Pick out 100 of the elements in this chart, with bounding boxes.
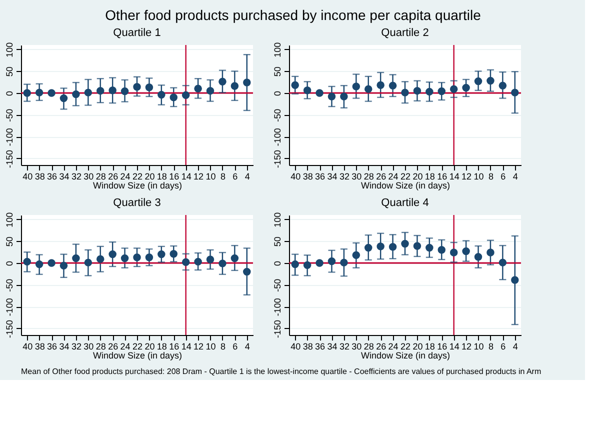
- x-tick-label: 40: [290, 342, 301, 352]
- y-tick-label: 0: [272, 260, 282, 266]
- x-tick-label: 38: [34, 342, 45, 352]
- x-tick-label: 38: [302, 342, 313, 352]
- y-tick-label: 50: [4, 236, 14, 247]
- x-tick-label: 12: [462, 172, 472, 182]
- x-tick-label: 18: [156, 172, 167, 182]
- x-tick-label: 6: [232, 172, 238, 182]
- chart-title: Quartile 4: [381, 196, 429, 209]
- x-tick-label: 36: [47, 172, 58, 182]
- x-tick-label: 22: [132, 172, 143, 182]
- x-tick-label: 28: [96, 172, 106, 182]
- x-tick-label: 20: [144, 172, 155, 182]
- x-tick-label: 38: [302, 172, 313, 182]
- y-tick-label: -100: [272, 128, 282, 146]
- x-tick-label: 14: [449, 342, 460, 352]
- chart-title: Quartile 3: [113, 196, 161, 209]
- x-tick-label: 4: [244, 172, 250, 182]
- x-tick-label: 20: [144, 342, 155, 352]
- y-tick-label: -150: [272, 320, 282, 338]
- x-tick-label: 32: [71, 172, 82, 182]
- y-tick-label: -50: [4, 108, 14, 122]
- x-tick-label: 22: [400, 172, 411, 182]
- y-tick-label: -100: [272, 298, 282, 316]
- x-tick-label: 30: [84, 172, 94, 182]
- x-tick-label: 8: [488, 172, 494, 182]
- x-tick-label: 12: [194, 172, 204, 182]
- x-tick-label: 40: [22, 342, 33, 352]
- x-tick-label: 18: [156, 342, 167, 352]
- y-tick-label: 100: [272, 42, 282, 58]
- x-tick-label: 10: [474, 172, 484, 182]
- y-tick-label: -100: [4, 128, 14, 146]
- x-tick-label: 16: [169, 342, 180, 352]
- y-tick-label: 50: [272, 236, 282, 247]
- y-tick-label: 100: [4, 42, 14, 58]
- x-tick-label: 6: [500, 172, 506, 182]
- x-tick-label: 14: [181, 172, 192, 182]
- x-tick-label: 28: [96, 342, 106, 352]
- x-tick-label: 32: [339, 342, 350, 352]
- x-tick-label: 12: [194, 342, 204, 352]
- x-tick-label: 8: [220, 342, 226, 352]
- x-tick-label: 18: [424, 342, 435, 352]
- y-tick-label: -150: [4, 150, 14, 168]
- x-tick-label: 26: [108, 172, 118, 182]
- x-tick-label: 28: [364, 342, 374, 352]
- y-tick-label: -100: [4, 298, 14, 316]
- y-tick-label: -50: [272, 108, 282, 122]
- x-tick-label: 10: [206, 172, 216, 182]
- y-tick-label: 0: [4, 260, 14, 266]
- x-tick-label: 10: [474, 342, 484, 352]
- x-tick-label: 6: [232, 342, 238, 352]
- x-tick-label: 22: [132, 342, 143, 352]
- x-tick-label: 40: [22, 172, 33, 182]
- x-tick-label: 18: [424, 172, 435, 182]
- x-tick-label: 14: [449, 172, 460, 182]
- x-tick-label: 8: [220, 172, 226, 182]
- x-tick-label: 24: [120, 342, 130, 352]
- x-tick-label: 8: [488, 342, 494, 352]
- x-tick-label: 10: [206, 342, 216, 352]
- x-tick-label: 34: [59, 172, 70, 182]
- y-tick-label: -150: [272, 150, 282, 168]
- x-axis-title: Window Size (in days): [360, 350, 450, 360]
- y-tick-label: 100: [272, 212, 282, 228]
- x-tick-label: 4: [244, 342, 250, 352]
- text: Mean of Other food products purchased: 208 Dram - Quartile 1 is the lowest-income quartile - Coefficients are values of purchased products in Arm: [21, 367, 542, 376]
- x-tick-label: 30: [84, 342, 94, 352]
- text: Other food products purchased by income per capita quartile: [105, 6, 482, 23]
- x-tick-label: 4: [512, 342, 518, 352]
- x-tick-label: 22: [400, 342, 411, 352]
- y-tick-label: -50: [4, 278, 14, 292]
- x-tick-label: 36: [315, 342, 326, 352]
- y-tick-label: -150: [4, 320, 14, 338]
- chart-title: Quartile 2: [381, 26, 429, 39]
- x-tick-label: 16: [437, 172, 448, 182]
- x-tick-label: 40: [290, 172, 301, 182]
- x-tick-label: 32: [339, 172, 350, 182]
- y-tick-label: -50: [272, 278, 282, 292]
- x-tick-label: 20: [412, 172, 423, 182]
- x-axis-title: Window Size (in days): [360, 180, 450, 190]
- x-tick-label: 4: [512, 172, 518, 182]
- x-tick-label: 34: [327, 172, 338, 182]
- x-tick-label: 26: [108, 342, 118, 352]
- x-axis-title: Window Size (in days): [92, 180, 182, 190]
- y-tick-label: 100: [4, 212, 14, 228]
- x-tick-label: 28: [364, 172, 374, 182]
- x-tick-label: 24: [388, 342, 398, 352]
- x-tick-label: 30: [352, 342, 362, 352]
- y-tick-label: 50: [4, 66, 14, 77]
- x-tick-label: 24: [120, 172, 130, 182]
- x-tick-label: 26: [376, 342, 386, 352]
- x-tick-label: 30: [352, 172, 362, 182]
- x-tick-label: 20: [412, 342, 423, 352]
- chart-title: Quartile 1: [113, 26, 161, 39]
- x-tick-label: 16: [169, 172, 180, 182]
- x-tick-label: 14: [181, 342, 192, 352]
- x-tick-label: 12: [462, 342, 472, 352]
- x-tick-label: 34: [327, 342, 338, 352]
- x-tick-label: 32: [71, 342, 82, 352]
- x-tick-label: 38: [34, 172, 45, 182]
- x-axis-title: Window Size (in days): [92, 350, 182, 360]
